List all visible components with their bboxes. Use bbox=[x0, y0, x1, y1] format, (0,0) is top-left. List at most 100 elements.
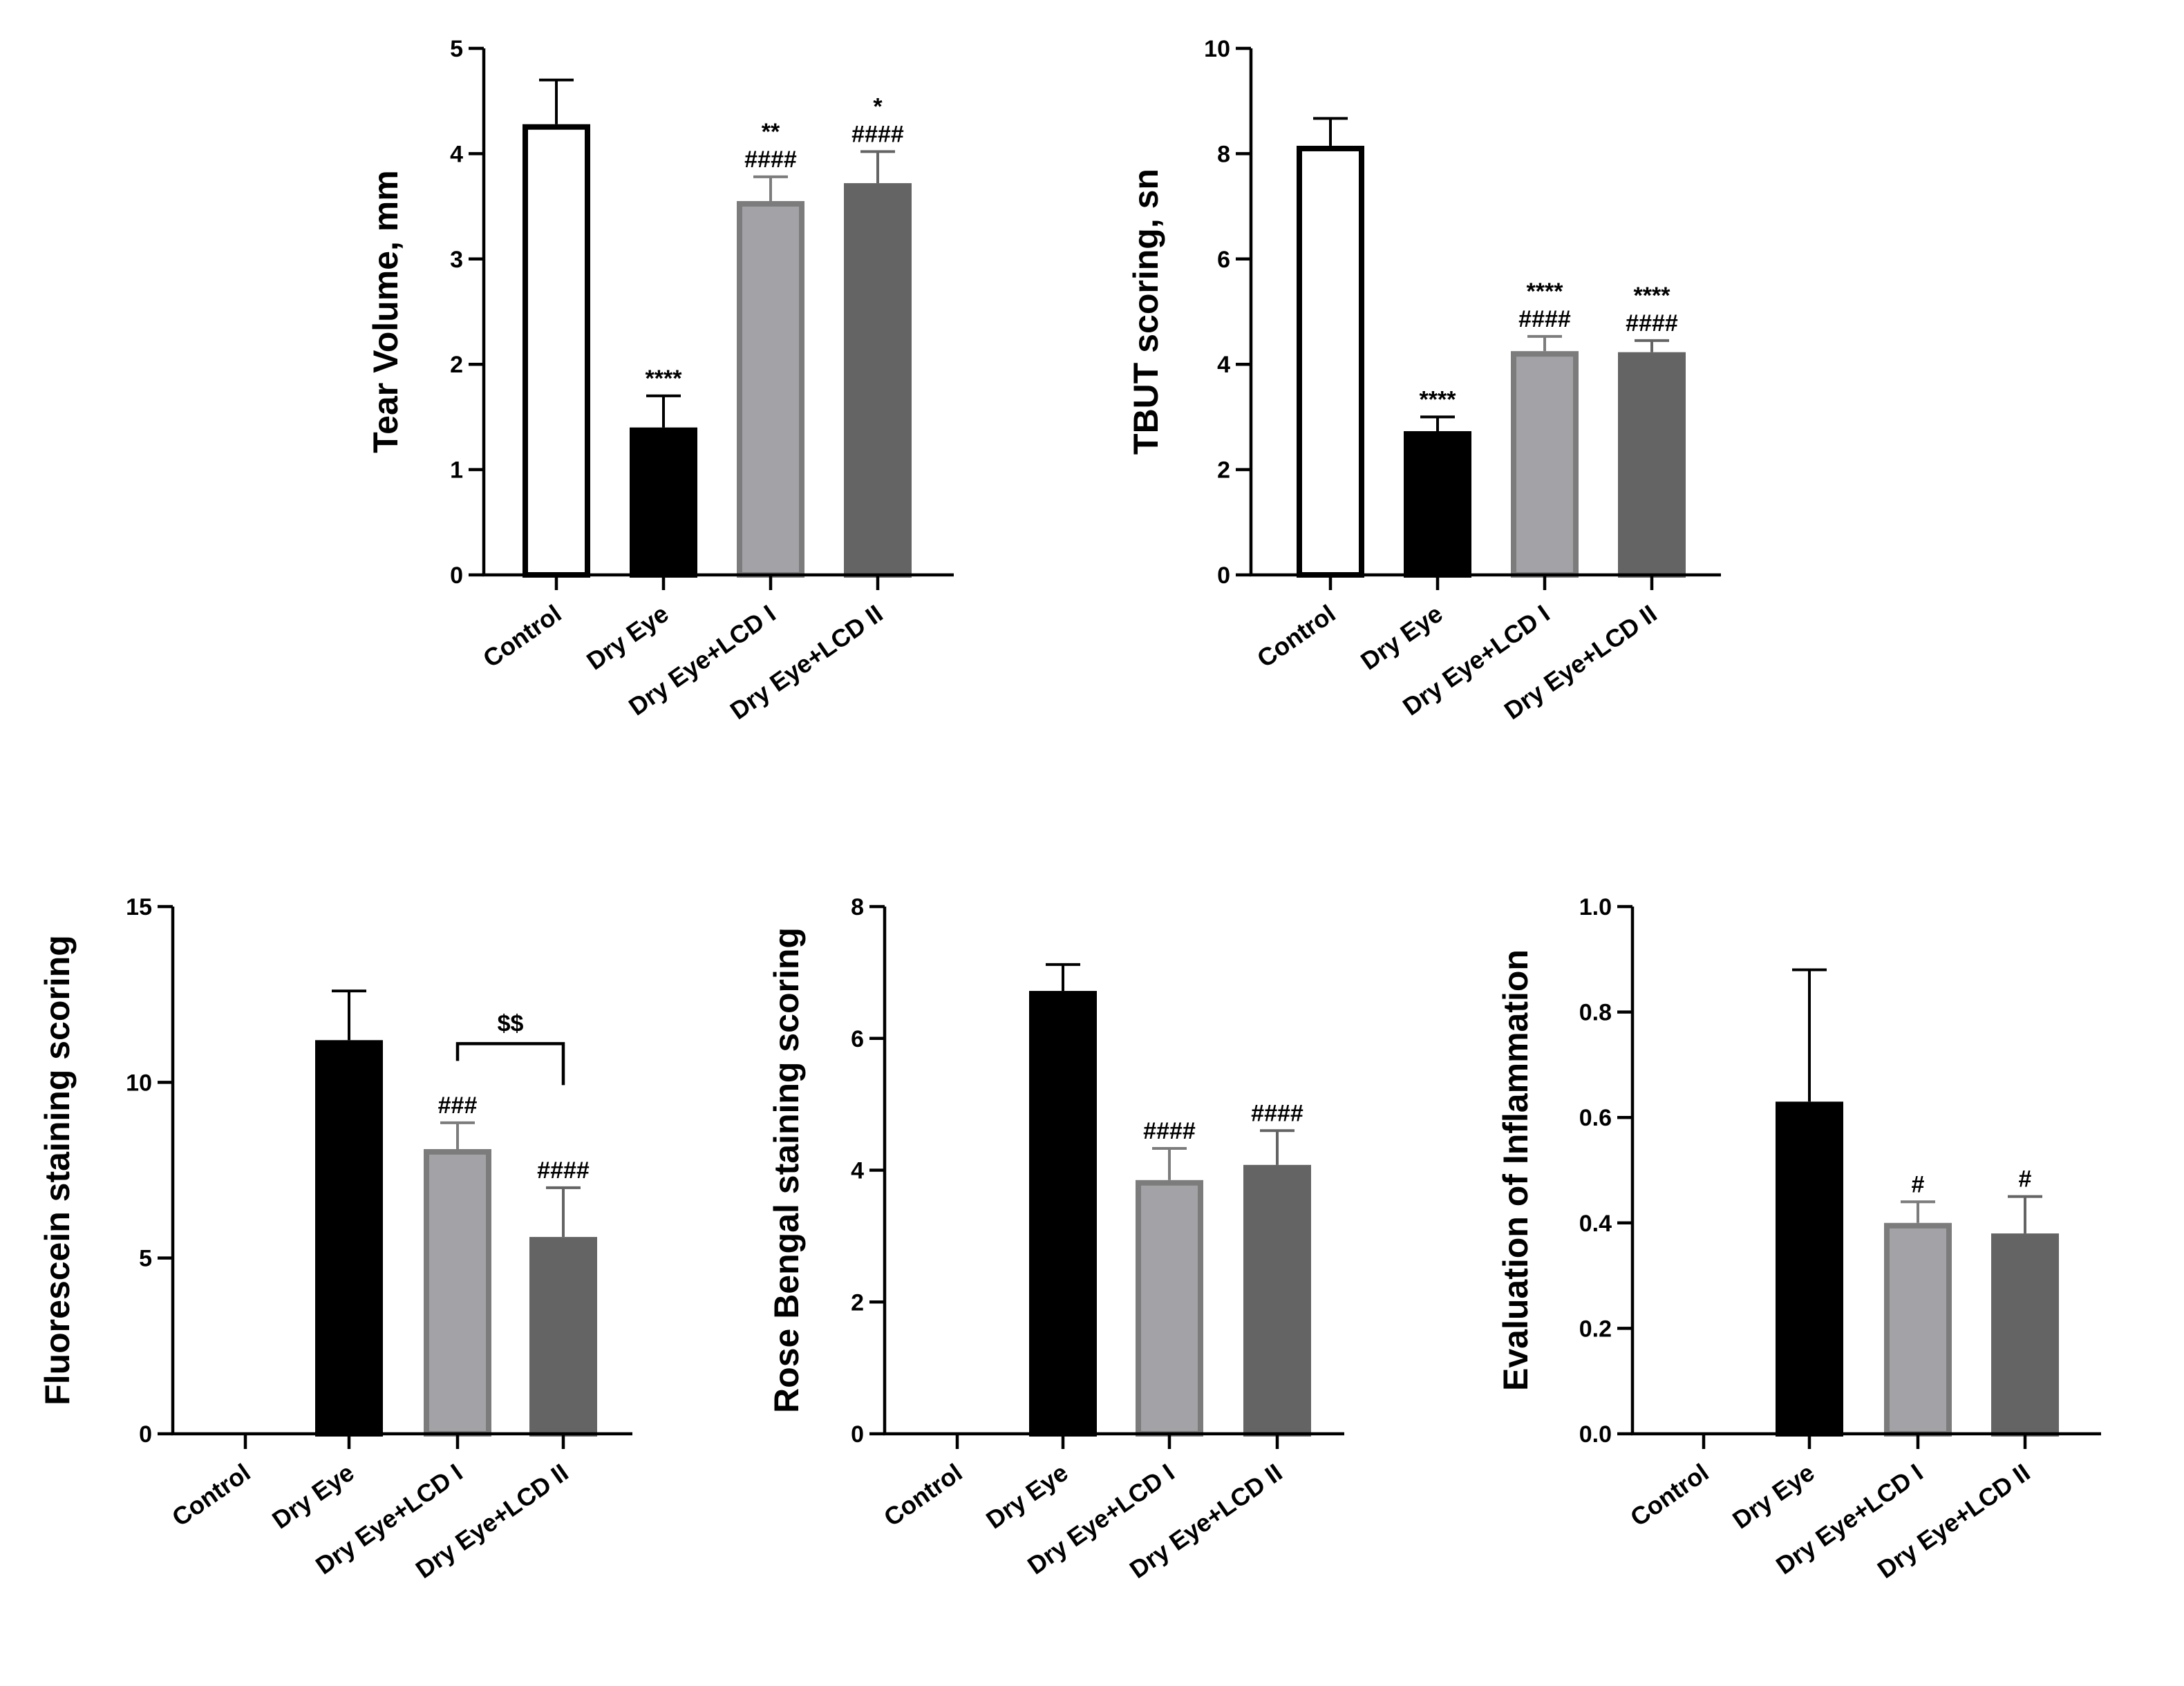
bar-dry-eye bbox=[630, 427, 697, 578]
y-axis-label: Evaluation of Inflammation bbox=[1496, 949, 1535, 1391]
annotation-dry-eye-lcd-ii: # bbox=[2019, 1166, 2032, 1193]
category-label-dry-eye: Dry Eye bbox=[1355, 599, 1447, 675]
error-bar-dry-eye bbox=[1792, 968, 1827, 1102]
y-axis-label: TBUT scoring, sn bbox=[1127, 169, 1165, 455]
error-bar-dry-eye-lcd-ii bbox=[860, 150, 895, 184]
error-bar-dry-eye-lcd-ii bbox=[1260, 1129, 1295, 1165]
annotation-dry-eye-lcd-ii: #### bbox=[851, 121, 904, 147]
error-bar-dry-eye-lcd-ii bbox=[2008, 1195, 2042, 1234]
category-label-dry-eye: Dry Eye bbox=[581, 599, 673, 675]
bar-dry-eye-lcd-ii bbox=[1991, 1233, 2059, 1437]
y-tick-label: 5 bbox=[450, 36, 463, 62]
y-tick-label: 0.0 bbox=[1579, 1421, 1612, 1448]
annotation-dry-eye-lcd-ii: #### bbox=[1251, 1100, 1303, 1126]
y-tick-label: 0 bbox=[450, 562, 463, 589]
bar-dry-eye-lcd-i bbox=[737, 200, 804, 578]
y-tick-label: 0 bbox=[139, 1421, 152, 1448]
category-label-control: Control bbox=[478, 599, 566, 673]
y-tick-label: 2 bbox=[450, 352, 463, 378]
error-bar-dry-eye bbox=[1046, 963, 1080, 992]
bar-dry-eye-lcd-ii bbox=[844, 183, 912, 578]
y-tick-label: 0 bbox=[1217, 562, 1230, 589]
y-tick-label: 4 bbox=[851, 1158, 864, 1184]
category-label-dry-eye: Dry Eye bbox=[1727, 1458, 1819, 1534]
bar-dry-eye bbox=[315, 1040, 383, 1437]
y-tick-label: 10 bbox=[1204, 36, 1230, 62]
y-tick-label: 0.8 bbox=[1579, 1000, 1612, 1026]
y-tick-label: 4 bbox=[450, 141, 463, 167]
error-bar-dry-eye-lcd-i bbox=[440, 1121, 475, 1149]
error-bar-dry-eye-lcd-i bbox=[1152, 1147, 1187, 1180]
annotation-dry-eye-lcd-i: #### bbox=[1518, 306, 1571, 332]
y-tick-label: 1 bbox=[450, 457, 463, 484]
bar-dry-eye-lcd-i bbox=[1511, 351, 1579, 578]
annotation-dry-eye: **** bbox=[1420, 386, 1457, 413]
y-tick-label: 0.6 bbox=[1579, 1105, 1612, 1131]
y-tick-label: 0 bbox=[851, 1421, 864, 1448]
annotation-dry-eye-lcd-i: #### bbox=[1143, 1118, 1196, 1144]
category-label-control: Control bbox=[1625, 1458, 1713, 1532]
bar-dry-eye-lcd-i bbox=[1884, 1222, 1952, 1437]
y-tick-label: 2 bbox=[851, 1289, 864, 1316]
y-tick-label: 8 bbox=[851, 894, 864, 920]
category-label-control: Control bbox=[878, 1458, 967, 1532]
y-tick-label: 4 bbox=[1217, 352, 1230, 378]
y-tick-label: 8 bbox=[1217, 141, 1230, 167]
y-tick-label: 2 bbox=[1217, 457, 1230, 484]
error-bar-control bbox=[539, 78, 574, 124]
error-bar-dry-eye bbox=[1420, 415, 1455, 431]
error-bar-dry-eye bbox=[332, 989, 366, 1041]
y-tick-label: 10 bbox=[126, 1070, 152, 1096]
y-tick-label: 3 bbox=[450, 247, 463, 273]
category-label-control: Control bbox=[167, 1458, 255, 1532]
annotation-dry-eye-lcd-ii: * bbox=[873, 93, 883, 120]
y-tick-label: 6 bbox=[1217, 247, 1230, 273]
y-axis-label: Rose Bengal staining scoring bbox=[767, 927, 806, 1413]
significance-bracket: $$ bbox=[455, 1010, 565, 1086]
annotation-dry-eye-lcd-i: ### bbox=[438, 1092, 478, 1119]
bar-dry-eye-lcd-i bbox=[424, 1148, 491, 1437]
error-bar-dry-eye-lcd-i bbox=[1901, 1200, 1935, 1223]
category-label-dry-eye: Dry Eye bbox=[981, 1458, 1073, 1534]
y-tick-label: 15 bbox=[126, 894, 152, 920]
annotation-dry-eye-lcd-ii: #### bbox=[537, 1157, 590, 1184]
y-tick-label: 1.0 bbox=[1579, 894, 1612, 920]
error-bar-dry-eye-lcd-i bbox=[753, 175, 788, 201]
annotation-dry-eye-lcd-ii: **** bbox=[1634, 283, 1671, 309]
y-tick-label: 0.4 bbox=[1579, 1211, 1612, 1237]
error-bar-control bbox=[1313, 117, 1348, 146]
error-bar-dry-eye bbox=[646, 394, 681, 428]
bracket-label: $$ bbox=[498, 1010, 524, 1036]
error-bar-dry-eye-lcd-i bbox=[1527, 334, 1562, 352]
y-axis-label: Fluorescein staining scoring bbox=[38, 935, 77, 1405]
y-tick-label: 6 bbox=[851, 1026, 864, 1052]
bar-control bbox=[1297, 145, 1364, 578]
annotation-dry-eye-lcd-i: #### bbox=[744, 146, 797, 173]
bar-dry-eye-lcd-ii bbox=[1243, 1164, 1311, 1437]
bar-dry-eye-lcd-ii bbox=[529, 1237, 597, 1437]
y-tick-label: 0.2 bbox=[1579, 1316, 1612, 1342]
y-tick-label: 5 bbox=[139, 1246, 152, 1272]
bar-control bbox=[523, 124, 590, 578]
y-axis-label: Tear Volume, mm bbox=[366, 170, 405, 453]
annotation-dry-eye: **** bbox=[646, 366, 683, 392]
bar-dry-eye-lcd-i bbox=[1136, 1180, 1203, 1437]
category-label-dry-eye: Dry Eye bbox=[267, 1458, 359, 1534]
bar-dry-eye bbox=[1776, 1101, 1843, 1437]
annotation-dry-eye-lcd-ii: #### bbox=[1626, 310, 1678, 337]
annotation-dry-eye-lcd-i: **** bbox=[1527, 278, 1564, 305]
bar-dry-eye bbox=[1029, 991, 1097, 1437]
error-bar-dry-eye-lcd-ii bbox=[546, 1186, 581, 1238]
error-bar-dry-eye-lcd-ii bbox=[1635, 339, 1669, 352]
annotation-dry-eye-lcd-i: # bbox=[1912, 1171, 1925, 1197]
bracket-line bbox=[455, 1042, 565, 1086]
annotation-dry-eye-lcd-i: ** bbox=[762, 119, 780, 145]
bar-dry-eye bbox=[1404, 430, 1471, 578]
category-label-control: Control bbox=[1252, 599, 1340, 673]
